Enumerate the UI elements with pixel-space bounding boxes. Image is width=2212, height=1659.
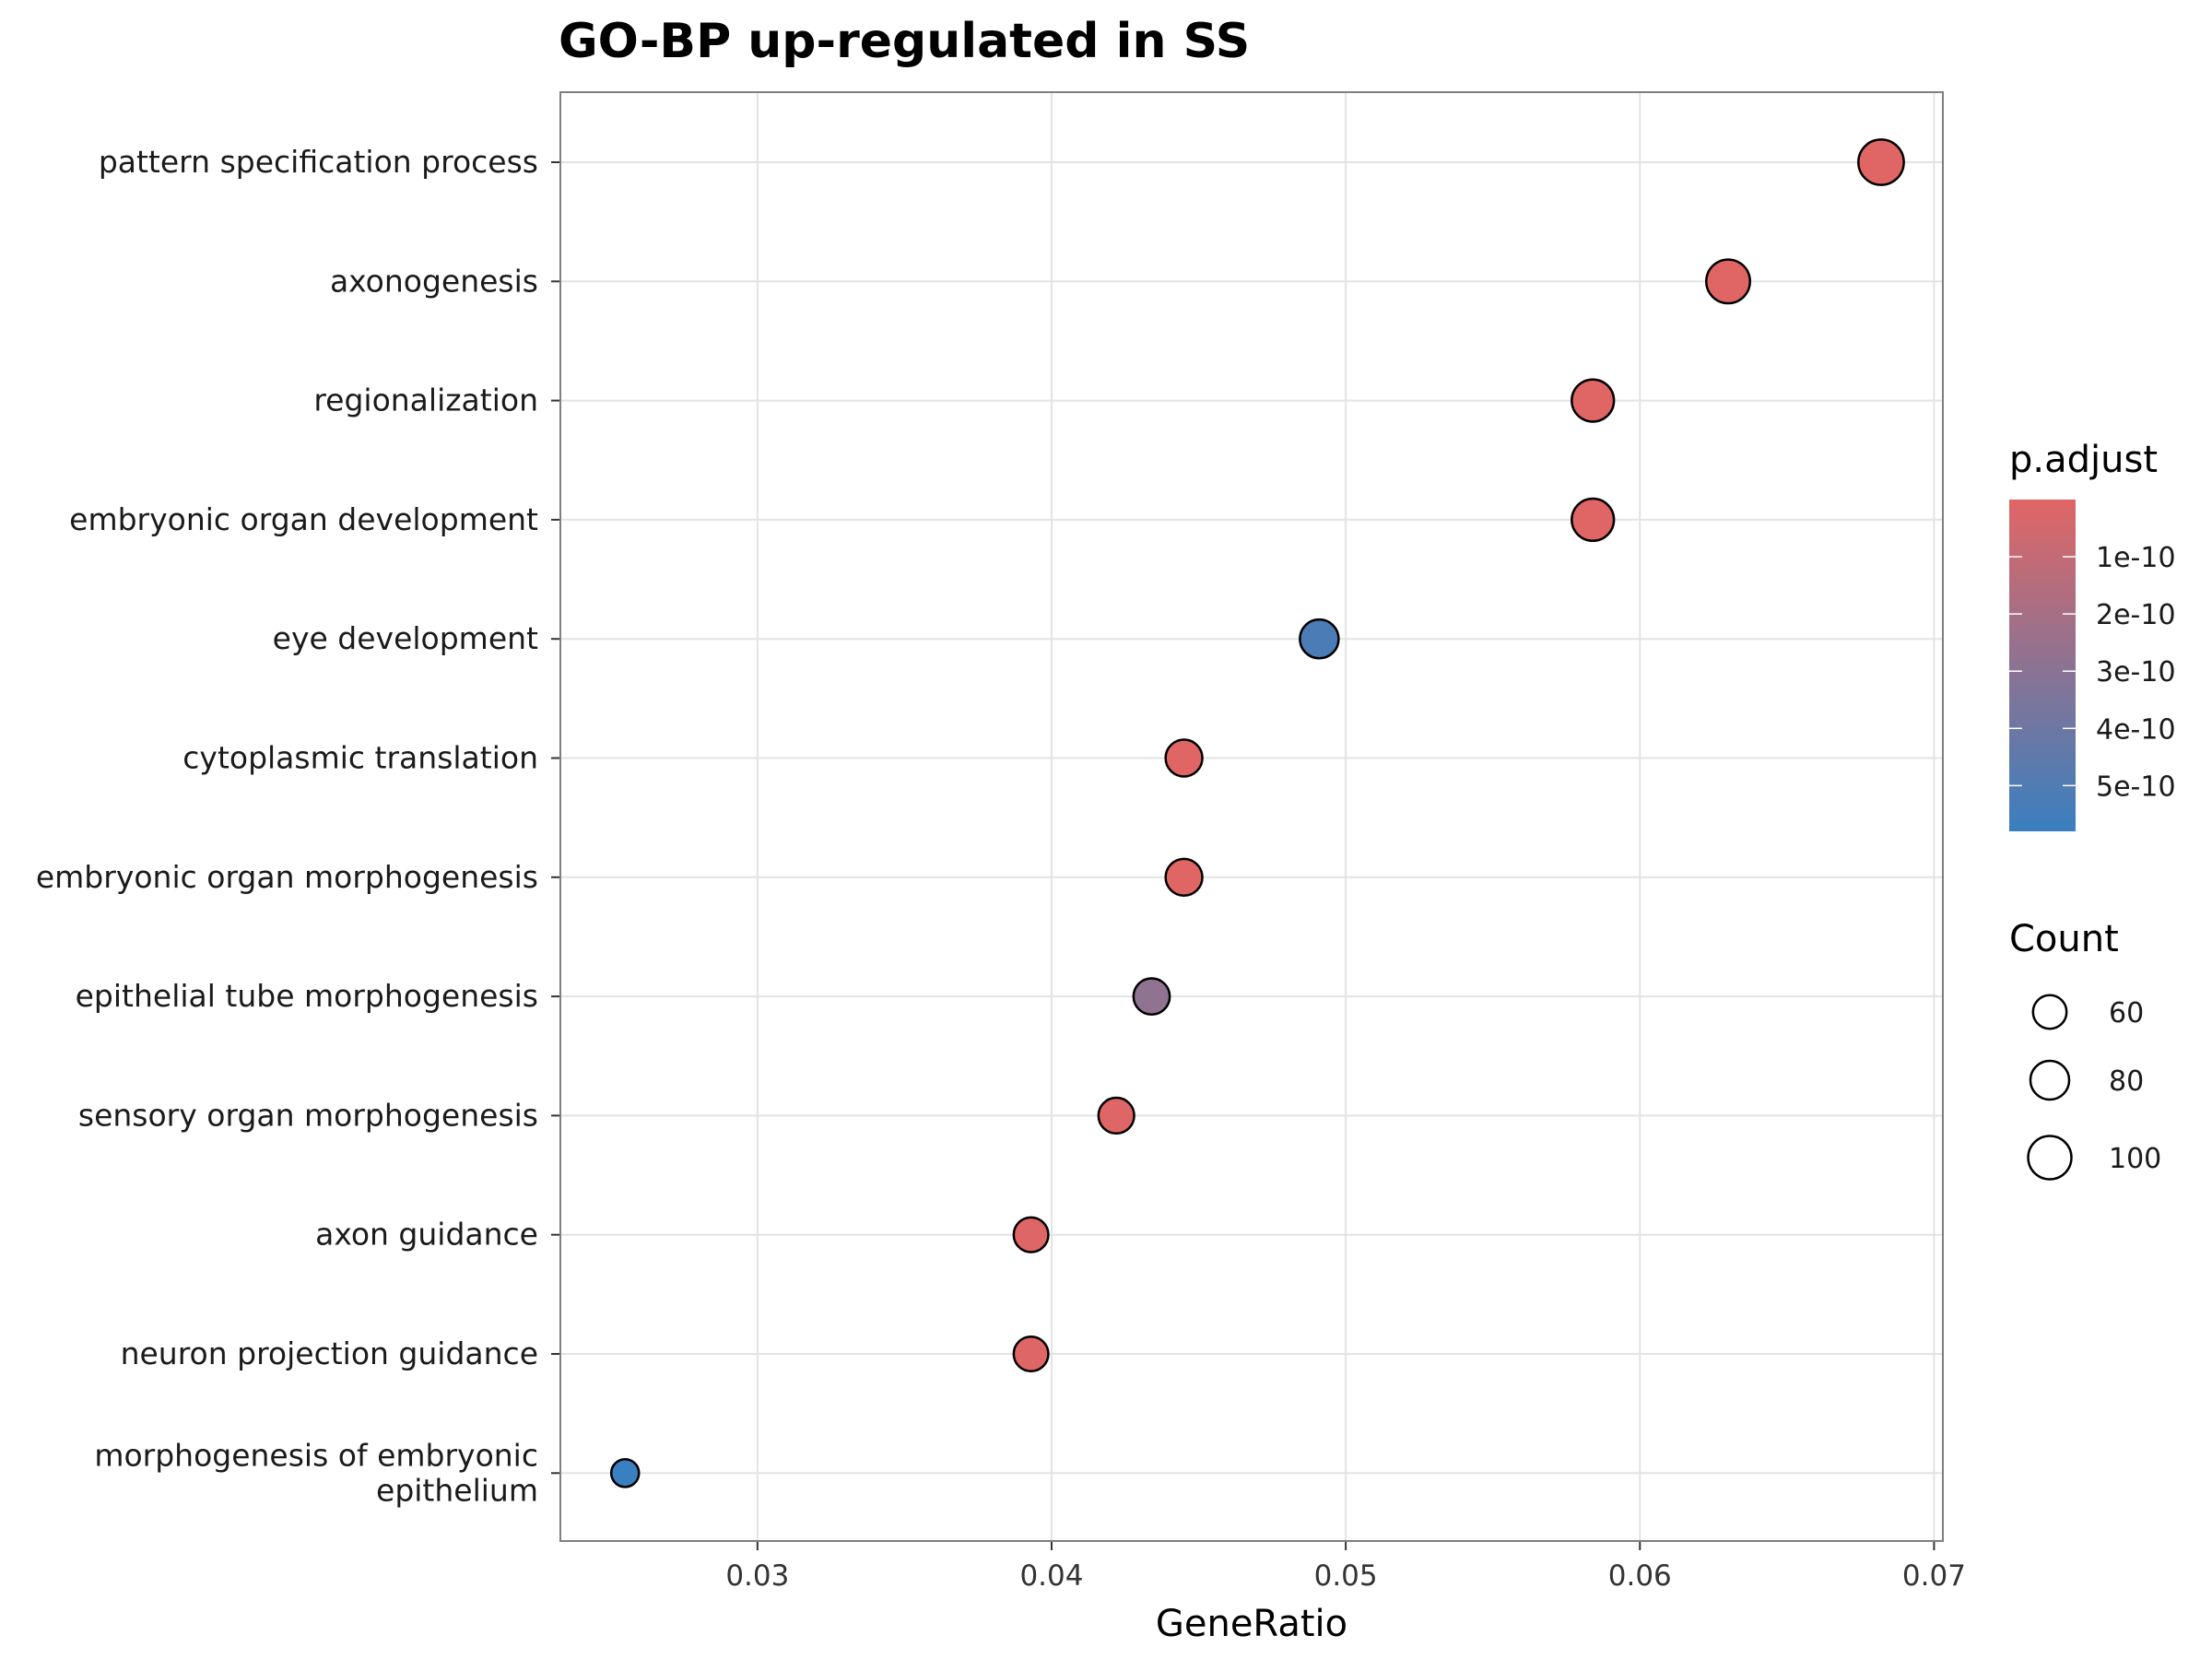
data-point <box>1012 1335 1050 1373</box>
color-legend-label: 4e-10 <box>2096 713 2176 746</box>
data-point <box>609 1458 641 1488</box>
y-tick-label: embryonic organ morphogenesis <box>36 859 538 895</box>
size-legend-label: 100 <box>2109 1143 2161 1175</box>
x-tick-label: 0.05 <box>1314 1559 1378 1593</box>
x-tick-label: 0.06 <box>1608 1559 1672 1593</box>
data-point <box>1857 138 1905 186</box>
size-legend-title: Count <box>2009 918 2119 960</box>
y-tick-label: embryonic organ development <box>69 501 538 537</box>
size-legend-circle <box>2027 1135 2073 1181</box>
data-point <box>1132 977 1171 1017</box>
x-tick-label: 0.04 <box>1019 1559 1083 1593</box>
y-tick-label: epithelial tube morphogenesis <box>76 978 538 1014</box>
y-tick-label: morphogenesis of embryonic epithelium <box>94 1437 538 1508</box>
y-tick-label: neuron projection guidance <box>121 1335 538 1371</box>
y-tick-label: sensory organ morphogenesis <box>78 1097 538 1133</box>
size-legend-label: 60 <box>2109 997 2144 1030</box>
size-legend-label: 80 <box>2109 1065 2144 1098</box>
x-tick-label: 0.07 <box>1902 1559 1966 1593</box>
color-legend: p.adjust 1e-10 2e-10 3e-10 4e-10 5e-10 <box>2009 439 2176 831</box>
y-tick-label: axonogenesis <box>330 263 538 299</box>
color-legend-label: 3e-10 <box>2096 656 2176 688</box>
x-axis-ticks: 0.03 0.04 0.05 0.06 0.07 <box>725 1541 1966 1593</box>
color-legend-label: 5e-10 <box>2096 771 2176 803</box>
y-tick-label: pattern specification process <box>99 144 538 180</box>
size-legend-circle <box>2031 994 2068 1030</box>
y-tick-label: eye development <box>273 620 538 656</box>
grid-lines <box>560 92 1943 1541</box>
color-legend-bar <box>2009 500 2076 831</box>
y-tick-label: regionalization <box>313 382 538 418</box>
data-point <box>1097 1096 1135 1135</box>
plot-panel <box>560 92 1943 1541</box>
y-axis-ticks: pattern specification process axonogenesi… <box>36 144 560 1508</box>
size-legend-circle <box>2029 1059 2071 1101</box>
size-legend: Count 60 80 100 <box>2009 918 2161 1181</box>
data-point <box>1299 618 1340 660</box>
y-tick-label: axon guidance <box>315 1217 538 1253</box>
x-axis-title: GeneRatio <box>1156 1603 1347 1645</box>
data-point <box>1012 1216 1050 1253</box>
chart-title: GO-BP up-regulated in SS <box>559 14 1250 69</box>
y-tick-label: cytoplasmic translation <box>182 740 538 776</box>
data-point <box>1164 738 1204 778</box>
data-points <box>609 138 1905 1488</box>
data-point <box>1571 378 1616 423</box>
x-tick-label: 0.03 <box>725 1559 789 1593</box>
data-point <box>1164 857 1204 897</box>
color-legend-title: p.adjust <box>2009 439 2158 481</box>
color-legend-label: 1e-10 <box>2096 542 2176 574</box>
color-legend-label: 2e-10 <box>2096 599 2176 631</box>
data-point <box>1705 258 1752 305</box>
data-point <box>1571 497 1616 543</box>
plot-border <box>559 91 1944 1542</box>
